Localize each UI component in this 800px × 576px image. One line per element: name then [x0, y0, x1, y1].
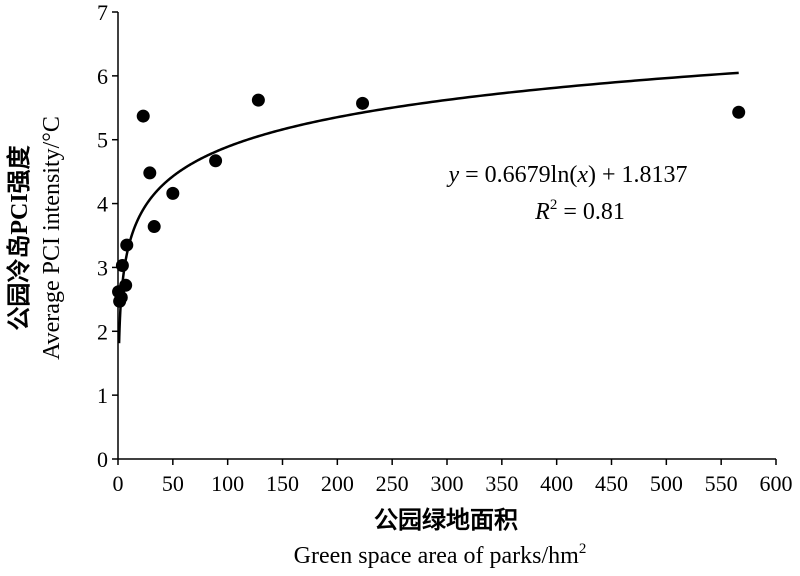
y-axis-title-en: Average PCI intensity/°C — [39, 116, 65, 360]
y-tick-label: 1 — [97, 383, 108, 408]
x-tick-label: 100 — [211, 471, 244, 496]
data-point — [143, 166, 157, 180]
data-point — [356, 96, 370, 110]
data-point — [147, 220, 161, 234]
trendline-layer — [117, 71, 739, 344]
y-axis-title-cn: 公园冷岛PCI强度 — [5, 144, 33, 330]
y-tick-label: 2 — [97, 319, 108, 344]
x-axis-title-en: Green space area of parks/hm2 — [294, 541, 587, 569]
y-axis: 0 1 2 3 4 5 6 7 — [97, 0, 119, 472]
data-point — [251, 93, 265, 107]
equation-annotation: y = 0.6679ln(x) + 1.8137 R2 = 0.81 — [446, 162, 687, 225]
y-tick-label: 6 — [97, 64, 108, 89]
y-tick-label: 7 — [97, 0, 108, 25]
x-tick-label: 400 — [540, 471, 573, 496]
x-tick-label: 500 — [650, 471, 683, 496]
x-tick-label: 300 — [431, 471, 464, 496]
trendline — [117, 71, 739, 344]
data-point — [166, 186, 180, 200]
trend-equation: y = 0.6679ln(x) + 1.8137 — [446, 162, 687, 188]
y-tick-label: 5 — [97, 128, 108, 153]
x-tick-label: 450 — [595, 471, 628, 496]
y-tick-label: 4 — [97, 192, 108, 217]
data-point — [114, 290, 128, 304]
data-point — [136, 109, 150, 123]
data-point — [209, 154, 223, 168]
r-squared: R2 = 0.81 — [534, 197, 625, 225]
data-point — [119, 278, 133, 292]
x-tick-label: 350 — [485, 471, 518, 496]
y-tick-label: 3 — [97, 255, 108, 280]
x-tick-label: 550 — [705, 471, 738, 496]
x-tick-label: 150 — [266, 471, 299, 496]
points-layer — [112, 93, 746, 308]
data-point — [120, 238, 134, 252]
x-tick-label: 0 — [113, 471, 124, 496]
x-tick-label: 600 — [760, 471, 793, 496]
y-tick-label: 0 — [97, 447, 108, 472]
x-tick-label: 50 — [162, 471, 184, 496]
x-axis-title-cn: 公园绿地面积 — [374, 506, 518, 534]
x-tick-label: 200 — [321, 471, 354, 496]
x-axis: 0 50 100 150 200 250 300 350 400 450 500 550 600 — [113, 458, 793, 496]
x-tick-label: 250 — [376, 471, 409, 496]
data-point — [115, 259, 129, 273]
data-point — [732, 105, 746, 119]
